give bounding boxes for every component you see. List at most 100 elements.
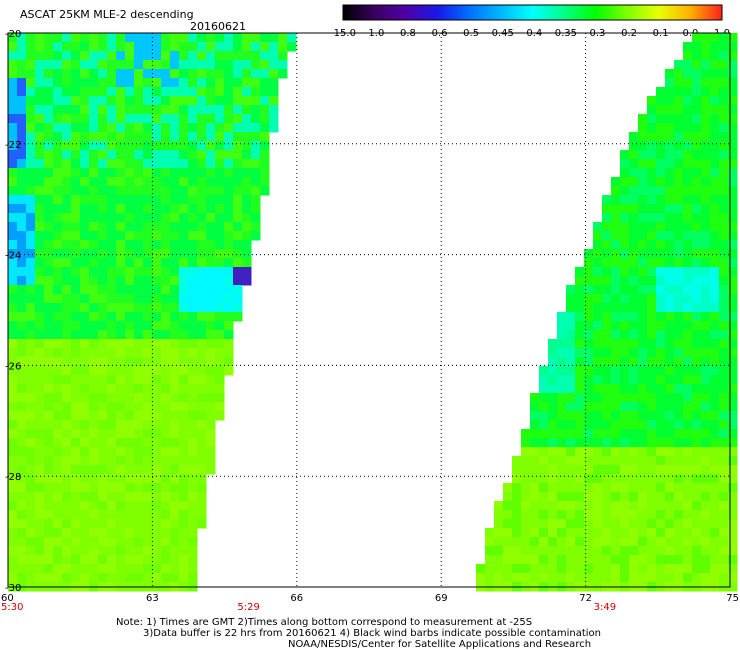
- wind-cell: [161, 492, 171, 502]
- wind-cell: [539, 429, 549, 439]
- wind-cell: [26, 411, 36, 421]
- wind-cell: [665, 222, 675, 232]
- wind-cell: [17, 375, 27, 385]
- wind-cell: [35, 276, 45, 286]
- wind-cell: [233, 222, 243, 232]
- wind-cell: [548, 501, 558, 511]
- wind-cell: [62, 429, 72, 439]
- wind-cell: [80, 78, 90, 88]
- wind-cell: [125, 285, 135, 295]
- wind-cell: [152, 177, 162, 187]
- wind-cell: [566, 384, 576, 394]
- wind-cell: [80, 240, 90, 250]
- wind-cell: [134, 78, 144, 88]
- wind-cell: [35, 438, 45, 448]
- wind-cell: [8, 483, 18, 493]
- wind-cell: [53, 330, 63, 340]
- wind-cell: [17, 60, 27, 70]
- wind-cell: [728, 546, 738, 556]
- wind-cell: [215, 384, 225, 394]
- wind-cell: [53, 285, 63, 295]
- wind-cell: [17, 303, 27, 313]
- wind-cell: [665, 492, 675, 502]
- wind-cell: [233, 213, 243, 223]
- wind-cell: [557, 438, 567, 448]
- wind-cell: [152, 393, 162, 403]
- wind-cell: [98, 303, 108, 313]
- wind-cell: [638, 411, 648, 421]
- wind-cell: [134, 312, 144, 322]
- wind-cell: [233, 105, 243, 115]
- wind-cell: [728, 42, 738, 52]
- wind-cell: [728, 186, 738, 196]
- wind-cell: [494, 501, 504, 511]
- wind-cell: [620, 168, 630, 178]
- wind-cell: [8, 339, 18, 349]
- wind-cell: [611, 186, 621, 196]
- wind-cell: [521, 519, 531, 529]
- wind-cell: [71, 285, 81, 295]
- wind-cell: [728, 375, 738, 385]
- wind-cell: [71, 393, 81, 403]
- wind-cell: [629, 348, 639, 358]
- wind-cell: [161, 177, 171, 187]
- wind-cell: [188, 231, 198, 241]
- wind-cell: [557, 564, 567, 574]
- wind-cell: [710, 204, 720, 214]
- wind-cell: [665, 528, 675, 538]
- wind-cell: [665, 168, 675, 178]
- wind-cell: [197, 222, 207, 232]
- wind-cell: [494, 546, 504, 556]
- wind-cell: [224, 105, 234, 115]
- wind-cell: [179, 186, 189, 196]
- wind-cell: [701, 492, 711, 502]
- wind-cell: [71, 528, 81, 538]
- wind-cell: [557, 402, 567, 412]
- wind-cell: [89, 60, 99, 70]
- wind-cell: [656, 177, 666, 187]
- wind-cell: [710, 186, 720, 196]
- wind-cell: [701, 105, 711, 115]
- wind-cell: [89, 312, 99, 322]
- wind-cell: [638, 438, 648, 448]
- wind-cell: [197, 177, 207, 187]
- wind-cell: [125, 105, 135, 115]
- wind-cell: [62, 123, 72, 133]
- wind-cell: [80, 330, 90, 340]
- wind-cell: [152, 420, 162, 430]
- wind-cell: [566, 573, 576, 583]
- wind-cell: [17, 492, 27, 502]
- wind-cell: [593, 546, 603, 556]
- wind-cell: [656, 402, 666, 412]
- wind-cell: [728, 105, 738, 115]
- wind-cell: [71, 501, 81, 511]
- wind-cell: [620, 483, 630, 493]
- wind-cell: [539, 501, 549, 511]
- wind-cell: [242, 132, 252, 142]
- wind-cell: [260, 69, 270, 79]
- wind-cell: [215, 240, 225, 250]
- wind-cell: [215, 222, 225, 232]
- wind-cell: [656, 132, 666, 142]
- wind-cell: [62, 564, 72, 574]
- wind-cell: [233, 240, 243, 250]
- wind-cell: [557, 573, 567, 583]
- wind-cell: [98, 366, 108, 376]
- wind-cell: [98, 141, 108, 151]
- wind-cell: [134, 186, 144, 196]
- wind-cell: [26, 249, 36, 259]
- wind-cell: [710, 240, 720, 250]
- wind-cell: [656, 231, 666, 241]
- wind-cell: [17, 357, 27, 367]
- wind-cell: [80, 105, 90, 115]
- wind-cell: [116, 510, 126, 520]
- wind-cell: [620, 213, 630, 223]
- wind-cell: [710, 114, 720, 124]
- wind-cell: [80, 465, 90, 475]
- wind-cell: [278, 33, 288, 43]
- wind-cell: [215, 294, 225, 304]
- wind-cell: [224, 186, 234, 196]
- wind-cell: [125, 501, 135, 511]
- wind-cell: [710, 420, 720, 430]
- wind-cell: [26, 195, 36, 205]
